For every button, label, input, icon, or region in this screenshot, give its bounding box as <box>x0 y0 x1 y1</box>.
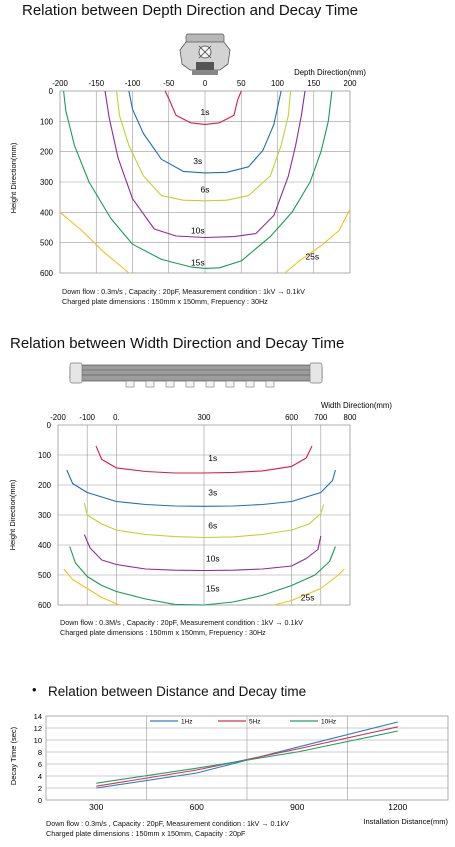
width-y-tick-label: 0 <box>47 421 52 430</box>
width-y-tick-label: 400 <box>38 541 52 550</box>
depth-x-tick-label: 200 <box>343 79 357 88</box>
depth-x-tick-label: 50 <box>237 79 246 88</box>
width-curve-label-10s: 10s <box>206 554 220 564</box>
depth-chart-title: Relation between Depth Direction and Dec… <box>22 2 359 19</box>
width-series-15s-line <box>69 546 336 606</box>
ionizer-head-illustration <box>179 33 231 75</box>
depth-note-line-1: Down flow : 0.3m/s , Capacity : 20pF, Me… <box>62 287 305 296</box>
distance-y-tick-label: 10 <box>34 736 42 745</box>
width-curve-label-6s: 6s <box>208 521 217 531</box>
depth-y-tick-label: 100 <box>40 117 54 126</box>
width-series-25s-line <box>63 568 120 606</box>
distance-legend-label-5Hz: 5Hz <box>249 719 261 726</box>
depth-curve-label-15s: 15s <box>191 257 205 267</box>
depth-y-tick-label: 200 <box>40 148 54 157</box>
depth-y-tick-label: 500 <box>40 239 54 248</box>
depth-ylabel: Height Direction(mm) <box>9 142 18 213</box>
width-series-10s-line <box>83 534 322 572</box>
depth-chart: Depth Direction(mm) Height Direction(mm)… <box>9 33 366 278</box>
depth-x-tick-label: -200 <box>52 79 68 88</box>
depth-series-25s-line <box>59 211 130 274</box>
depth-series-25s-line <box>284 209 351 274</box>
distance-note-line-2: Charged plate dimensions : 150mm x 150mm… <box>46 829 246 838</box>
width-series-6s-line <box>83 502 325 539</box>
depth-x-tick-label: -150 <box>88 79 104 88</box>
distance-note-line-1: Down flow : 0.3m/s , Capacity : 20pF, Me… <box>46 819 289 828</box>
depth-x-tick-label: 100 <box>271 79 285 88</box>
distance-y-tick-label: 8 <box>38 748 42 757</box>
distance-series-10Hz-line <box>96 730 398 784</box>
ionizer-bar-illustration <box>69 362 323 388</box>
distance-chart-title: Relation between Distance and Decay time <box>48 684 307 699</box>
distance-x-tick-label: 300 <box>89 802 103 812</box>
width-series-3s-line <box>66 469 336 507</box>
width-curve-label-3s: 3s <box>208 488 217 498</box>
depth-series-1s-line <box>164 90 242 125</box>
width-y-tick-label: 600 <box>38 601 52 610</box>
width-x-tick-label: 300 <box>197 413 211 422</box>
depth-curve-label-1s: 1s <box>201 107 210 117</box>
distance-y-tick-label: 0 <box>38 796 42 805</box>
distance-y-tick-label: 14 <box>34 712 42 721</box>
width-x-tick-label: 800 <box>343 413 357 422</box>
width-x-tick-label: 700 <box>314 413 328 422</box>
depth-series-15s-line <box>63 90 333 269</box>
width-y-tick-label: 300 <box>38 511 52 520</box>
distance-x-tick-label: 1200 <box>388 802 407 812</box>
depth-y-tick-label: 300 <box>40 178 54 187</box>
width-curve-label-15s: 15s <box>206 584 220 594</box>
depth-y-tick-label: 0 <box>49 87 54 96</box>
width-ylabel: Height Direction(mm) <box>8 479 17 550</box>
depth-curve-label-25s: 25s <box>305 251 319 261</box>
depth-y-tick-label: 600 <box>40 269 54 278</box>
width-series-1s-line <box>95 445 313 474</box>
depth-x-tick-label: -100 <box>125 79 141 88</box>
depth-series-10s-line <box>104 90 306 239</box>
distance-chart: Decay Time (sec) Installation Distance(m… <box>9 712 449 826</box>
width-curve-label-1s: 1s <box>208 453 217 463</box>
width-x-tick-label: -200 <box>50 413 66 422</box>
width-x-tick-label: 0. <box>113 413 120 422</box>
distance-xlabel: Installation Distance(mm) <box>363 817 448 826</box>
width-chart: Width Direction(mm) Height Direction(mm)… <box>8 362 392 610</box>
distance-x-tick-label: 600 <box>190 802 204 812</box>
width-note-line-1: Down flow : 0.3M/s , Capacity : 20pF, Me… <box>60 618 303 627</box>
distance-series-5Hz-line <box>96 726 398 787</box>
width-y-tick-label: 100 <box>38 451 52 460</box>
depth-note-line-2: Charged plate dimensions : 150mm x 150mm… <box>62 297 268 306</box>
depth-series-6s-line <box>116 90 292 202</box>
distance-y-tick-label: 2 <box>38 784 42 793</box>
depth-xlabel: Depth Direction(mm) <box>294 68 366 77</box>
width-series-25s-line <box>273 568 345 606</box>
width-y-tick-label: 200 <box>38 481 52 490</box>
distance-y-tick-label: 6 <box>38 760 42 769</box>
distance-legend-label-1Hz: 1Hz <box>181 719 193 726</box>
width-xlabel: Width Direction(mm) <box>321 401 392 410</box>
width-x-tick-label: 600 <box>285 413 299 422</box>
depth-curve-label-3s: 3s <box>193 156 202 166</box>
distance-y-tick-label: 4 <box>38 772 42 781</box>
width-curve-label-25s: 25s <box>301 593 315 603</box>
depth-curve-label-6s: 6s <box>201 185 210 195</box>
distance-x-tick-label: 900 <box>290 802 304 812</box>
depth-x-tick-label: 150 <box>307 79 321 88</box>
distance-ylabel: Decay Time (sec) <box>9 726 18 785</box>
distance-legend-label-10Hz: 10Hz <box>321 719 336 726</box>
depth-x-tick-label: -50 <box>163 79 175 88</box>
depth-series-3s-line <box>128 90 282 174</box>
width-x-tick-label: -100 <box>79 413 95 422</box>
depth-curve-label-10s: 10s <box>191 226 205 236</box>
distance-bullet: • <box>32 682 37 697</box>
width-chart-title: Relation between Width Direction and Dec… <box>10 335 345 352</box>
width-note-line-2: Charged plate dimensions : 150mm x 150mm… <box>60 628 266 637</box>
depth-y-tick-label: 400 <box>40 208 54 217</box>
distance-y-tick-label: 12 <box>34 724 42 733</box>
width-y-tick-label: 500 <box>38 571 52 580</box>
depth-x-tick-label: 0 <box>203 79 208 88</box>
